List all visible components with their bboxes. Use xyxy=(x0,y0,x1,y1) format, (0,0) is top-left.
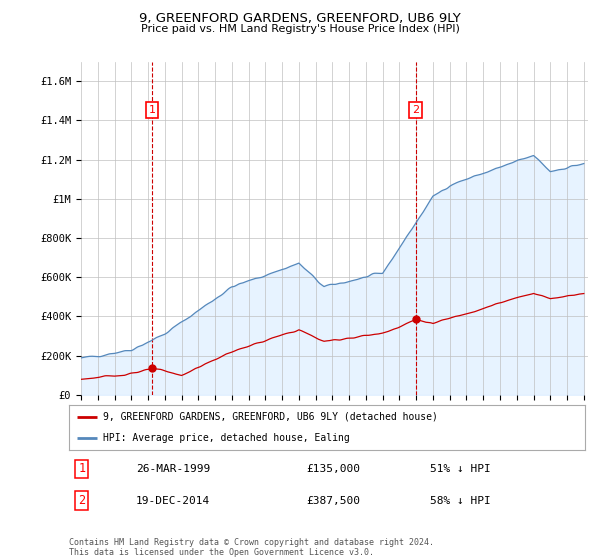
Text: 19-DEC-2014: 19-DEC-2014 xyxy=(136,496,211,506)
Text: 2: 2 xyxy=(79,494,85,507)
Text: HPI: Average price, detached house, Ealing: HPI: Average price, detached house, Eali… xyxy=(103,432,349,442)
Text: 26-MAR-1999: 26-MAR-1999 xyxy=(136,464,211,474)
Text: Price paid vs. HM Land Registry's House Price Index (HPI): Price paid vs. HM Land Registry's House … xyxy=(140,24,460,34)
Text: 1: 1 xyxy=(148,105,155,115)
Text: £387,500: £387,500 xyxy=(307,496,361,506)
Text: £135,000: £135,000 xyxy=(307,464,361,474)
Text: 9, GREENFORD GARDENS, GREENFORD, UB6 9LY (detached house): 9, GREENFORD GARDENS, GREENFORD, UB6 9LY… xyxy=(103,412,437,422)
Text: 2: 2 xyxy=(412,105,419,115)
Text: 58% ↓ HPI: 58% ↓ HPI xyxy=(430,496,491,506)
Text: Contains HM Land Registry data © Crown copyright and database right 2024.
This d: Contains HM Land Registry data © Crown c… xyxy=(69,538,434,557)
Text: 9, GREENFORD GARDENS, GREENFORD, UB6 9LY: 9, GREENFORD GARDENS, GREENFORD, UB6 9LY xyxy=(139,12,461,25)
Text: 51% ↓ HPI: 51% ↓ HPI xyxy=(430,464,491,474)
Text: 1: 1 xyxy=(79,463,85,475)
